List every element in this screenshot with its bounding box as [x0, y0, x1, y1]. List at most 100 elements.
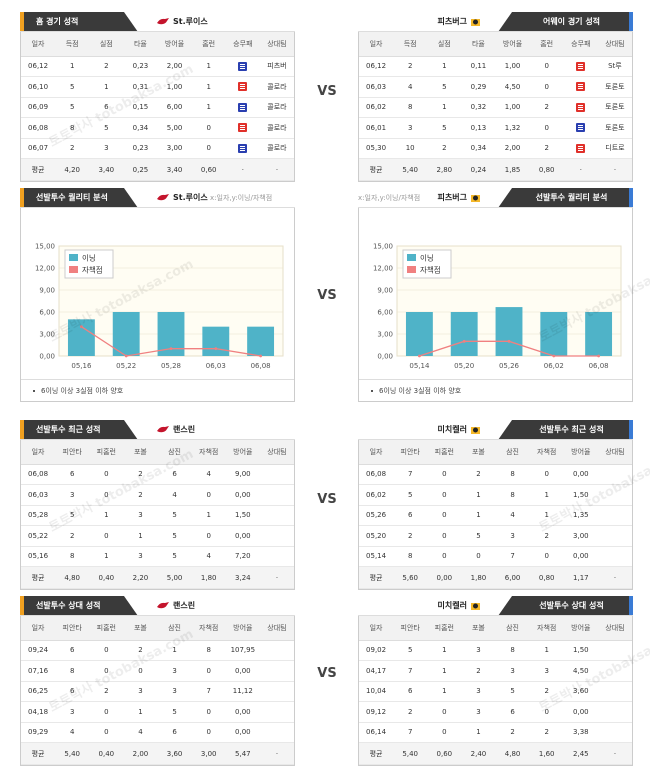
table-cell: 05,22	[21, 525, 56, 547]
table-cell: 06,07	[21, 138, 56, 159]
record-table: 일자 득점 실점 타율 방어율 홈런 승무패 상대팀 06,12 2 1 0,11 1,00 0 St루 06…	[359, 32, 632, 181]
table-cell: 6	[393, 681, 428, 702]
table-row: 06,01 3 5 0,13 1,32 0 토론토	[359, 117, 632, 139]
quality-chart: 0,00 3,00 6,00 9,00 12,00 15,00 05,14 05,20 05,2…	[373, 243, 622, 370]
column-header: 피안타	[55, 440, 90, 465]
table-cell	[597, 525, 632, 547]
table-cell	[597, 681, 632, 702]
panel-header: 미치켈러 선발투수 상대 성적	[358, 596, 633, 616]
average-cell: 0,40	[89, 742, 124, 765]
table-cell: 콜로라	[259, 117, 294, 139]
table-cell: 4	[191, 546, 226, 567]
y-tick-label: 15,00	[35, 243, 55, 251]
table-cell	[597, 701, 632, 723]
table-cell: 8	[393, 97, 428, 118]
chart-note: 6이닝 이상 3실점 이하 양호	[359, 379, 632, 401]
chart-note: 6이닝 이상 3실점 이하 양호	[21, 379, 294, 401]
pirates-logo-icon	[471, 426, 480, 434]
average-cell: 1,80	[191, 566, 226, 589]
table-cell: 2	[89, 681, 124, 702]
column-header: 자책점	[529, 440, 564, 465]
panel-title: 선발투수 상대 성적	[498, 596, 633, 616]
y-tick-label: 0,00	[39, 353, 55, 361]
pitcher-table: 일자 피안타 피홈런 포볼 삼진 자책점 방어율 상대팀 09,24 6 0 2 1 8 107,95 07,…	[21, 616, 294, 765]
result-cell	[563, 76, 598, 98]
average-cell: 평균	[359, 158, 394, 181]
pitcher-name-text: 미치켈러	[437, 601, 467, 610]
table-cell	[259, 681, 294, 702]
table-cell: 0	[427, 546, 462, 567]
bar-innings	[585, 312, 613, 356]
result-win-icon	[576, 123, 586, 133]
x-tick-label: 06,02	[544, 362, 564, 370]
header-row: 일자 득점 실점 타율 방어율 홈런 승무패 상대팀	[359, 32, 632, 57]
table-cell: 4	[123, 722, 158, 743]
table-cell: 0	[89, 640, 124, 661]
table-cell: 6	[157, 722, 192, 743]
table-cell: St루	[597, 56, 632, 77]
team-name-text: St.루이스	[173, 17, 208, 26]
average-cell: 5,40	[393, 158, 428, 181]
table-cell: 0	[89, 660, 124, 682]
table-cell	[259, 464, 294, 485]
y-tick-label: 12,00	[373, 265, 393, 273]
table-cell: 콜로라	[259, 76, 294, 98]
table-row: 05,22 2 0 1 5 0 0,00	[21, 525, 294, 547]
axis-hint: x:일자,y:이닝/자책점	[358, 194, 421, 202]
table-cell: 1,50	[563, 640, 598, 661]
record-table: 일자 득점 실점 타율 방어율 홈런 승무패 상대팀 06,12 1 2 0,23 2,00 1 피츠버 06…	[21, 32, 294, 181]
table-cell: 0	[461, 546, 496, 567]
table-cell: 7	[495, 546, 530, 567]
result-cell	[225, 76, 260, 98]
table-cell: 5	[461, 525, 496, 547]
table-row: 06,25 6 2 3 3 7 11,12	[21, 681, 294, 702]
table-cell: 0	[427, 505, 462, 526]
column-header: 상대팀	[259, 440, 294, 465]
result-loss-icon	[576, 143, 586, 153]
column-header: 피홈런	[89, 440, 124, 465]
average-cell: 평균	[21, 158, 56, 181]
result-cell	[225, 97, 260, 118]
column-header: 일자	[359, 616, 394, 641]
panel-title: 어웨이 경기 성적	[498, 12, 633, 32]
y-tick-label: 9,00	[377, 287, 393, 295]
average-cell: 0,24	[461, 158, 496, 181]
table-cell: 3	[123, 505, 158, 526]
y-tick-label: 9,00	[39, 287, 55, 295]
table-cell: 06,10	[21, 76, 56, 98]
table-cell: 0,34	[461, 138, 496, 159]
table-cell: 1	[461, 505, 496, 526]
x-tick-label: 06,08	[251, 362, 271, 370]
cardinals-logo-icon	[157, 18, 169, 25]
column-header: 방어율	[495, 32, 530, 57]
column-header: 상대팀	[597, 32, 632, 57]
table-cell: 1,00	[157, 76, 192, 98]
table-cell: 06,01	[359, 117, 394, 139]
y-tick-label: 6,00	[377, 309, 393, 317]
average-cell: 5,00	[157, 566, 192, 589]
column-header: 포볼	[123, 440, 158, 465]
table-cell: 06,08	[21, 117, 56, 139]
column-header: 포볼	[123, 616, 158, 641]
team-name: 피츠버그	[438, 12, 481, 32]
column-header: 일자	[21, 32, 56, 57]
table-cell: 0	[529, 546, 564, 567]
table-cell: 1,35	[563, 505, 598, 526]
table-cell: 06,03	[359, 76, 394, 98]
table-cell: 1	[89, 505, 124, 526]
chart-area: 0,00 3,00 6,00 9,00 12,00 15,00 05,14 05,20 05,2…	[358, 208, 633, 402]
table-cell: 3	[89, 138, 124, 159]
column-header: 실점	[427, 32, 462, 57]
table-cell	[597, 722, 632, 743]
panel-title: 선발투수 최근 성적	[20, 420, 138, 440]
column-header: 일자	[359, 440, 394, 465]
point-earned-runs	[124, 354, 128, 358]
table-cell: 0,00	[225, 660, 260, 682]
panel-title: 홈 경기 성적	[20, 12, 138, 32]
table-cell: 06,25	[21, 681, 56, 702]
bar-innings	[495, 307, 523, 356]
column-header: 자책점	[191, 440, 226, 465]
average-cell: 평균	[359, 566, 394, 589]
table-row: 05,20 2 0 5 3 2 3,00	[359, 525, 632, 547]
table-cell: 3,00	[563, 525, 598, 547]
